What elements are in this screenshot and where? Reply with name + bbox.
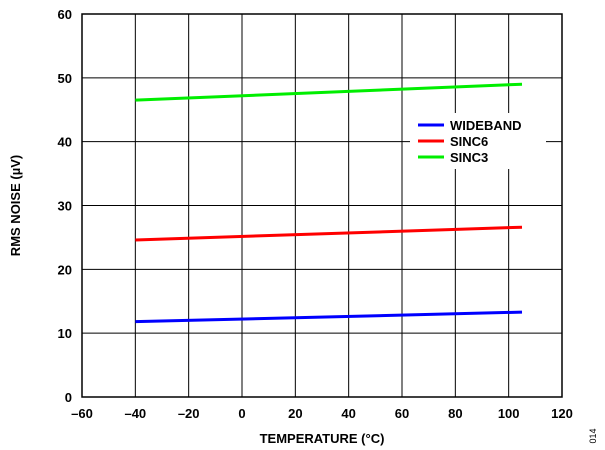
y-tick-label: 40 bbox=[58, 135, 72, 150]
x-tick-label: 20 bbox=[288, 406, 302, 421]
x-tick-label: –20 bbox=[178, 406, 200, 421]
series-group bbox=[135, 82, 523, 324]
y-tick-label: 30 bbox=[58, 199, 72, 214]
y-tick-label: 10 bbox=[58, 326, 72, 341]
x-tick-label: –40 bbox=[124, 406, 146, 421]
y-tick-label: 0 bbox=[65, 390, 72, 405]
y-tick-label: 60 bbox=[58, 7, 72, 22]
x-tick-label: 100 bbox=[498, 406, 520, 421]
legend-label-sinc3: SINC3 bbox=[450, 150, 488, 165]
series-line-sinc3 bbox=[135, 82, 523, 102]
tick-labels: –60 –40 –20 0 20 40 60 80 100 120 0 10 20 30 40 50 60 bbox=[58, 7, 573, 421]
legend-label-wideband: WIDEBAND bbox=[450, 118, 522, 133]
x-tick-label: 80 bbox=[448, 406, 462, 421]
series-line-sinc6 bbox=[135, 225, 523, 242]
plot-frame bbox=[81, 13, 563, 398]
x-tick-label: 60 bbox=[395, 406, 409, 421]
x-tick-label: 40 bbox=[341, 406, 355, 421]
x-tick-label: 120 bbox=[551, 406, 573, 421]
figure-id: 014 bbox=[588, 428, 598, 443]
y-tick-label: 50 bbox=[58, 71, 72, 86]
y-axis-title: RMS NOISE (µV) bbox=[8, 155, 23, 256]
x-axis-title: TEMPERATURE (°C) bbox=[260, 431, 385, 446]
x-tick-label: –60 bbox=[71, 406, 93, 421]
grid bbox=[82, 14, 562, 397]
y-tick-label: 20 bbox=[58, 262, 72, 277]
legend-label-sinc6: SINC6 bbox=[450, 134, 488, 149]
series-line-wideband bbox=[135, 310, 523, 324]
x-tick-label: 0 bbox=[238, 406, 245, 421]
